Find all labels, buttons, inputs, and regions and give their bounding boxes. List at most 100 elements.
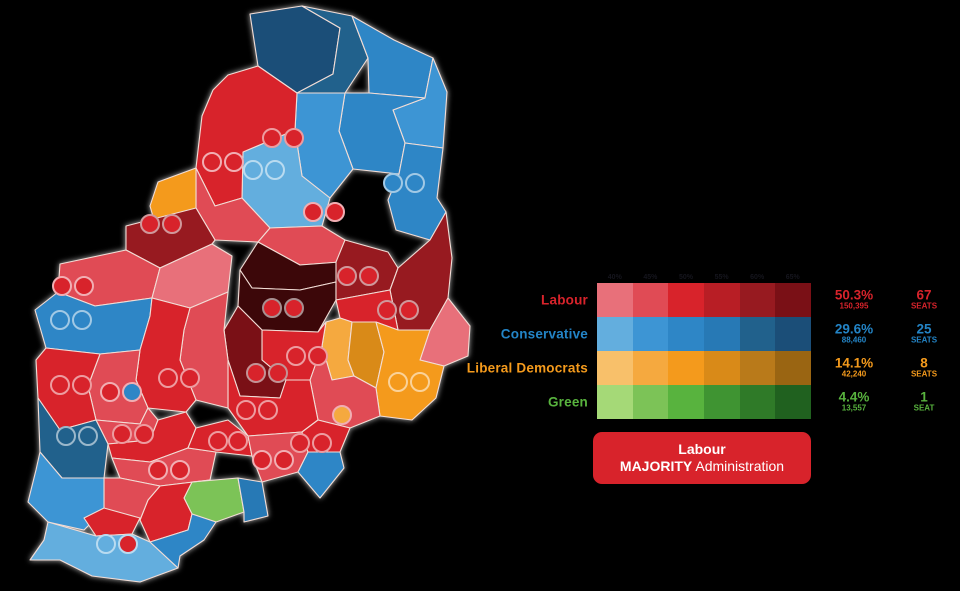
shade-swatch (632, 317, 669, 351)
shade-swatches (597, 317, 812, 351)
shade-swatches (597, 283, 812, 317)
shade-swatch (597, 283, 633, 317)
ward-con (237, 477, 269, 523)
legend-row-con: Conservative 29.6% 88,460 25 SEATS (440, 317, 960, 351)
shade-swatch (597, 385, 633, 419)
councillor-seat-dot (290, 433, 310, 453)
councillor-seat-dot (180, 368, 200, 388)
scale-tick-label: 50% (678, 274, 693, 281)
shade-swatch (597, 351, 633, 385)
party-label: Labour (541, 292, 588, 308)
councillor-seat-dot (243, 160, 263, 180)
shade-swatch (597, 317, 633, 351)
councillor-seat-dot (262, 298, 282, 318)
scale-tick-label: 60% (750, 274, 765, 281)
councillor-seat-dot (262, 128, 282, 148)
councillor-seat-dot (202, 152, 222, 172)
councillor-seat-dot (162, 214, 182, 234)
councillor-seat-dot (383, 173, 403, 193)
councillor-seat-dot (410, 372, 430, 392)
shade-swatch (668, 283, 705, 317)
vote-share-stat: 29.6% 88,460 (834, 321, 874, 345)
ward-con (27, 451, 105, 531)
vote-share-scale: 40% 45% 50% 55% 60% 65% (597, 274, 811, 281)
legend-row-lab: Labour 50.3% 150,395 67 SEATS (440, 283, 960, 317)
shade-swatches (597, 385, 812, 419)
councillor-seat-dot (337, 266, 357, 286)
councillor-seat-dot (112, 424, 132, 444)
seats-stat: 8 SEATS (910, 355, 938, 379)
councillor-seat-dot (258, 400, 278, 420)
councillor-seat-dot (265, 160, 285, 180)
councillor-seat-dot (303, 202, 323, 222)
banner-party: Labour (678, 440, 726, 457)
councillor-seat-dot (284, 128, 304, 148)
scale-tick-label: 65% (785, 274, 800, 281)
shade-swatch (739, 351, 776, 385)
vote-share-stat: 50.3% 150,395 (834, 287, 874, 311)
councillor-seat-dot (52, 276, 72, 296)
shade-swatch (704, 385, 740, 419)
scale-tick-label: 40% (607, 274, 622, 281)
party-label: Green (547, 394, 588, 410)
councillor-seat-dot (284, 298, 304, 318)
shade-swatch (668, 317, 705, 351)
shade-swatch (775, 385, 812, 419)
seats-stat: 1 SEAT (913, 389, 935, 413)
councillor-seat-dot (399, 300, 419, 320)
councillor-seat-dot (228, 431, 248, 451)
councillor-seat-dot (252, 450, 272, 470)
councillor-seat-dot (274, 450, 294, 470)
councillor-seat-dot (377, 300, 397, 320)
shade-swatch (704, 317, 740, 351)
party-label: Conservative (500, 326, 588, 342)
councillor-seat-dot (405, 173, 425, 193)
councillor-seat-dot (50, 375, 70, 395)
party-label: Liberal Democrats (466, 360, 588, 376)
councillor-seat-dot (308, 346, 328, 366)
councillor-seat-dot (268, 363, 288, 383)
councillor-seat-dot (224, 152, 244, 172)
shade-swatch (739, 317, 776, 351)
councillor-seat-dot (96, 534, 116, 554)
shade-swatch (668, 351, 705, 385)
councillor-seat-dot (170, 460, 190, 480)
councillor-seat-dot (74, 276, 94, 296)
shade-swatch (632, 283, 669, 317)
vote-share-stat: 14.1% 42,240 (834, 355, 874, 379)
scale-tick-label: 55% (714, 274, 729, 281)
councillor-seat-dot (50, 310, 70, 330)
legend-row-grn: Green 4.4% 13,557 1 SEAT (440, 385, 960, 419)
legend-row-ld: Liberal Democrats 14.1% 42,240 8 SEATS (440, 351, 960, 385)
councillor-seat-dot (236, 400, 256, 420)
shade-swatch (668, 385, 705, 419)
ward-con (297, 451, 345, 499)
shade-swatches (597, 351, 812, 385)
scale-tick-label: 45% (643, 274, 658, 281)
seats-stat: 67 SEATS (910, 287, 938, 311)
ward-ld (375, 321, 445, 421)
shade-swatch (704, 283, 740, 317)
councillor-seat-dot (78, 426, 98, 446)
councillor-seat-dot (134, 424, 154, 444)
councillor-seat-dot (56, 426, 76, 446)
shade-swatch (775, 317, 812, 351)
councillor-seat-dot (312, 433, 332, 453)
councillor-seat-dot (286, 346, 306, 366)
shade-swatch (775, 351, 812, 385)
councillor-seat-dot (72, 310, 92, 330)
councillor-seat-dot (100, 382, 120, 402)
councillor-seat-dot (388, 372, 408, 392)
banner-subtitle: MAJORITY Administration (619, 458, 785, 474)
councillor-seat-dot (332, 405, 352, 425)
councillor-seat-dot (246, 363, 266, 383)
majority-banner: Labour MAJORITY Administration (593, 432, 811, 484)
shade-swatch (739, 283, 776, 317)
councillor-seat-dot (359, 266, 379, 286)
vote-share-stat: 4.4% 13,557 (838, 389, 870, 413)
councillor-seat-dot (208, 431, 228, 451)
councillor-seat-dot (140, 214, 160, 234)
councillor-seat-dot (118, 534, 138, 554)
